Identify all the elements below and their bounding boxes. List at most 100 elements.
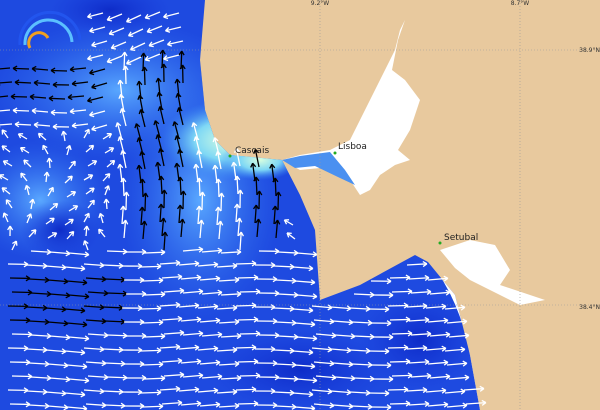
estuary — [282, 20, 420, 195]
current-arrow — [64, 218, 74, 226]
current-arrow — [370, 404, 392, 410]
current-arrow — [87, 12, 104, 20]
current-arrow — [83, 225, 90, 237]
place-marker — [438, 241, 442, 245]
current-arrow — [52, 123, 70, 130]
current-arrow — [253, 148, 260, 168]
current-arrow — [2, 160, 13, 167]
current-arrow — [1, 187, 11, 195]
current-arrow — [406, 302, 428, 310]
current-arrow — [71, 80, 89, 87]
current-arrow — [199, 401, 221, 408]
current-arrow — [368, 390, 390, 397]
current-arrow — [429, 289, 451, 296]
current-arrow — [102, 172, 111, 182]
current-arrow — [125, 14, 142, 23]
current-arrow — [292, 349, 314, 356]
current-arrow — [138, 109, 146, 128]
current-arrow — [50, 67, 68, 74]
current-arrow — [197, 261, 219, 268]
current-arrow — [387, 344, 409, 351]
current-arrow — [197, 387, 219, 394]
current-arrow — [252, 204, 260, 224]
channel — [282, 152, 355, 185]
current-arrow — [0, 66, 11, 73]
current-arrow — [236, 217, 243, 237]
current-arrow — [292, 265, 314, 272]
current-arrow — [89, 110, 106, 118]
current-arrow — [71, 122, 89, 129]
current-arrow — [389, 358, 411, 365]
current-arrow — [218, 402, 240, 410]
current-arrow — [275, 191, 282, 211]
current-arrow — [215, 178, 222, 198]
current-arrow — [296, 293, 318, 300]
current-arrow — [199, 275, 221, 282]
current-arrow — [237, 316, 259, 323]
current-arrow — [141, 220, 148, 240]
current-arrow — [144, 249, 166, 256]
current-arrow — [91, 40, 108, 48]
current-arrow — [180, 316, 202, 323]
current-arrow — [137, 94, 144, 114]
current-arrow — [144, 291, 166, 298]
current-arrow — [429, 331, 451, 338]
current-arrow — [250, 162, 257, 182]
current-arrow — [140, 305, 162, 312]
current-arrow — [45, 217, 55, 225]
current-arrow — [215, 150, 222, 170]
current-arrow — [217, 220, 224, 240]
current-arrow — [29, 93, 47, 100]
current-arrow — [216, 262, 238, 269]
current-arrow — [408, 316, 430, 324]
current-arrow — [182, 330, 204, 337]
current-arrow — [98, 228, 106, 238]
current-arrow — [158, 147, 165, 167]
current-arrow — [180, 400, 202, 407]
current-arrow — [68, 205, 79, 212]
current-arrow — [389, 400, 411, 407]
current-arrow — [174, 162, 181, 182]
current-arrow — [157, 106, 165, 125]
current-arrow — [144, 333, 166, 340]
current-arrow — [0, 79, 13, 86]
current-arrow — [65, 144, 72, 156]
current-arrow — [47, 232, 58, 239]
current-arrow — [91, 82, 108, 90]
current-arrow — [370, 362, 392, 369]
current-arrow — [1, 129, 9, 139]
current-arrow — [425, 345, 447, 352]
current-arrow — [408, 400, 430, 408]
current-arrow — [446, 402, 468, 409]
current-arrow — [140, 347, 162, 354]
current-arrow — [2, 212, 9, 223]
current-arrow — [177, 176, 184, 196]
latitude-label: 38.4°N — [579, 304, 600, 311]
current-arrow — [201, 247, 223, 254]
current-arrow — [29, 198, 36, 210]
current-arrow — [64, 265, 86, 272]
current-arrow — [425, 387, 447, 394]
current-arrow — [153, 120, 161, 139]
current-arrow — [178, 260, 200, 267]
current-arrow — [0, 108, 11, 115]
current-arrow — [117, 163, 124, 183]
current-arrow — [33, 79, 51, 86]
current-arrow — [292, 307, 314, 314]
place-label: Cascais — [235, 146, 269, 156]
current-arrow — [218, 318, 240, 326]
current-arrow — [235, 344, 257, 351]
current-arrow — [141, 66, 148, 86]
current-arrow — [269, 163, 276, 183]
current-arrow — [68, 377, 90, 384]
current-arrow — [237, 400, 259, 407]
current-arrow — [368, 348, 390, 355]
current-arrow — [220, 374, 242, 382]
current-arrow — [142, 403, 164, 410]
current-arrow — [159, 259, 181, 266]
current-arrow — [0, 94, 9, 101]
current-arrow — [410, 372, 432, 379]
current-arrow — [218, 192, 225, 212]
current-arrow — [215, 206, 222, 226]
current-arrow — [220, 332, 242, 340]
